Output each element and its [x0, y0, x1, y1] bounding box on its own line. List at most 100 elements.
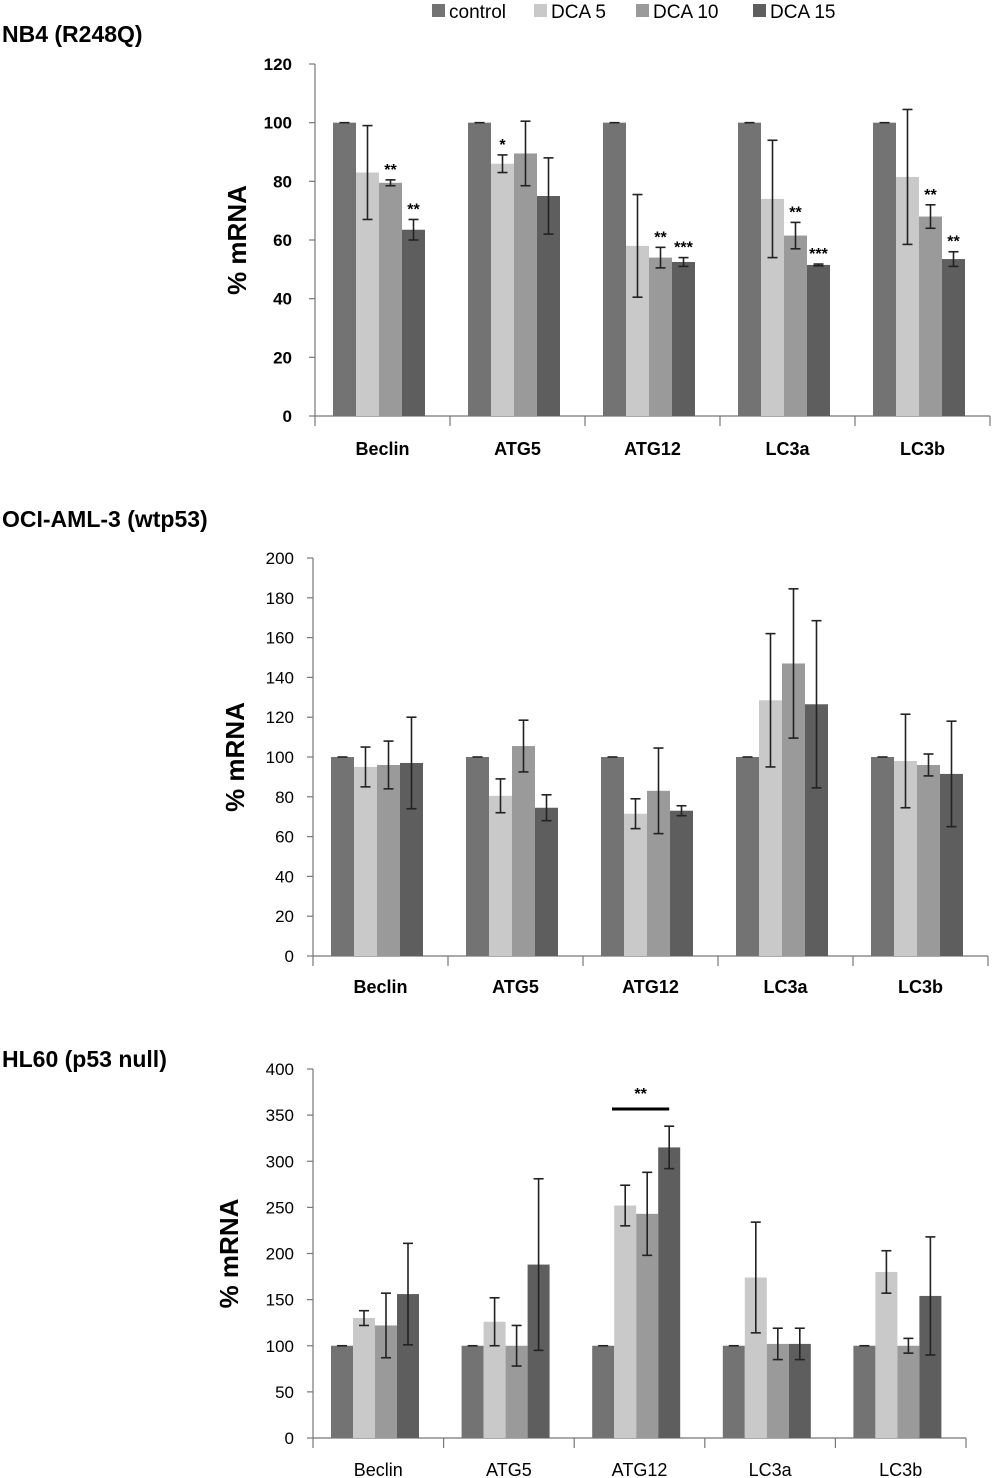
- bar-control-atg5: [468, 122, 491, 417]
- bar-control-atg12: [592, 1345, 615, 1438]
- bar-dca-10-beclin: [377, 764, 400, 956]
- bar-dca-5-atg5: [489, 795, 512, 956]
- category-label-atg12: ATG12: [622, 977, 679, 997]
- legend-label-dca-15: DCA 15: [770, 2, 835, 23]
- bar-dca-10-atg5: [514, 153, 537, 416]
- y-tick-label: 120: [264, 55, 292, 74]
- bar-dca-15-atg5: [537, 196, 560, 416]
- bar-control-beclin: [331, 757, 354, 956]
- bar-dca-10-lc3b: [897, 1345, 920, 1438]
- y-tick-label: 180: [266, 589, 294, 608]
- bar-dca-15-beclin: [400, 762, 423, 956]
- significance-label: *: [499, 137, 506, 154]
- legend: control DCA 5 DCA 10 DCA 15: [432, 2, 835, 23]
- bar-dca-10-lc3a: [766, 1343, 789, 1438]
- bar-dca-10-beclin: [375, 1325, 397, 1438]
- bar-control-lc3b: [853, 1345, 876, 1438]
- bar-dca-15-lc3a: [788, 1343, 811, 1438]
- significance-label: ***: [674, 240, 693, 257]
- y-tick-label: 60: [273, 231, 292, 250]
- bar-control-atg12: [603, 122, 626, 417]
- y-tick-label: 400: [266, 1060, 294, 1079]
- bar-dca-15-atg5: [535, 807, 558, 956]
- bar-dca-10-lc3b: [919, 216, 942, 416]
- category-label-atg5: ATG5: [492, 977, 539, 997]
- bar-dca-5-beclin: [356, 172, 379, 416]
- y-tick-label: 200: [266, 549, 294, 568]
- bar-control-lc3a: [738, 122, 761, 417]
- bracket-label: **: [634, 1086, 647, 1103]
- bar-dca-10-atg12: [649, 257, 672, 416]
- bar-dca-5-atg12: [626, 245, 649, 416]
- bar-dca-5-lc3b: [894, 760, 917, 956]
- bar-control-lc3a: [722, 1345, 745, 1438]
- category-label-lc3b: LC3b: [879, 1460, 922, 1478]
- y-tick-label: 20: [275, 907, 294, 926]
- y-tick-label: 40: [273, 290, 292, 309]
- significance-label: **: [789, 204, 802, 221]
- y-axis-label: % mRNA: [214, 1198, 244, 1308]
- bar-dca-10-lc3b: [917, 764, 940, 956]
- category-label-atg5: ATG5: [494, 439, 541, 459]
- significance-label: **: [407, 201, 420, 218]
- significance-label: **: [924, 187, 937, 204]
- y-tick-label: 0: [285, 947, 294, 966]
- bar-control-lc3a: [736, 757, 759, 956]
- bar-dca-15-atg12: [670, 810, 693, 956]
- y-tick-label: 120: [266, 708, 294, 727]
- legend-label-control: control: [449, 2, 506, 23]
- bar-dca-5-lc3b: [896, 176, 919, 416]
- significance-label: **: [384, 162, 397, 179]
- bar-dca-10-lc3a: [782, 663, 805, 956]
- category-label-lc3b: LC3b: [900, 439, 945, 459]
- legend-swatch-dca-10: [636, 4, 649, 17]
- legend-label-dca-5: DCA 5: [551, 2, 606, 23]
- category-label-lc3a: LC3a: [749, 1460, 793, 1478]
- significance-label: **: [947, 234, 960, 251]
- category-label-lc3b: LC3b: [898, 977, 943, 997]
- bar-dca-5-atg5: [483, 1321, 506, 1438]
- category-label-beclin: Beclin: [355, 439, 409, 459]
- bar-dca-15-atg12: [672, 262, 695, 416]
- bar-control-atg5: [461, 1345, 484, 1438]
- bar-dca-5-atg5: [491, 163, 514, 416]
- legend-swatch-control: [432, 4, 445, 17]
- y-tick-label: 60: [275, 828, 294, 847]
- bar-control-lc3b: [873, 122, 896, 417]
- bar-dca-10-atg12: [647, 790, 670, 956]
- chart-title: NB4 (R248Q): [2, 21, 143, 47]
- bar-dca-5-lc3b: [875, 1271, 898, 1438]
- y-tick-label: 150: [266, 1291, 294, 1310]
- bar-control-lc3b: [871, 757, 894, 956]
- bar-control-beclin: [333, 122, 356, 417]
- y-tick-label: 160: [266, 629, 294, 648]
- chart-nb4: NB4 (R248Q) % mRNA 0 20 40 60 80 100 120 Beclin AT…: [2, 21, 991, 459]
- y-tick-label: 0: [285, 1429, 294, 1448]
- bar-dca-15-beclin: [402, 229, 425, 416]
- significance-label: **: [654, 229, 667, 246]
- bar-control-atg5: [466, 757, 489, 956]
- bar-dca-10-atg5: [505, 1345, 528, 1438]
- legend-swatch-dca-5: [534, 4, 547, 17]
- y-tick-label: 20: [273, 348, 292, 367]
- y-tick-label: 250: [266, 1198, 294, 1217]
- y-tick-label: 80: [275, 788, 294, 807]
- y-axis-label: % mRNA: [220, 702, 250, 812]
- y-tick-label: 300: [266, 1152, 294, 1171]
- significance-label: ***: [809, 246, 828, 263]
- y-tick-label: 100: [266, 748, 294, 767]
- bar-dca-5-lc3a: [759, 700, 782, 956]
- bar-dca-10-beclin: [379, 182, 402, 416]
- y-tick-label: 0: [283, 407, 292, 426]
- bar-dca-5-beclin: [353, 1318, 375, 1438]
- bar-control-beclin: [331, 1345, 353, 1438]
- category-label-lc3a: LC3a: [763, 977, 808, 997]
- legend-label-dca-10: DCA 10: [653, 2, 718, 23]
- chart-oci-aml-3: OCI-AML-3 (wtp53) % mRNA 0 20 40 60 80 100 120 14…: [2, 506, 989, 997]
- bar-dca-15-lc3a: [805, 704, 828, 956]
- bar-dca-5-beclin: [354, 766, 377, 956]
- bar-dca-15-lc3b: [919, 1295, 942, 1438]
- chart-title: HL60 (p53 null): [2, 1046, 167, 1072]
- bar-dca-10-atg5: [512, 746, 535, 956]
